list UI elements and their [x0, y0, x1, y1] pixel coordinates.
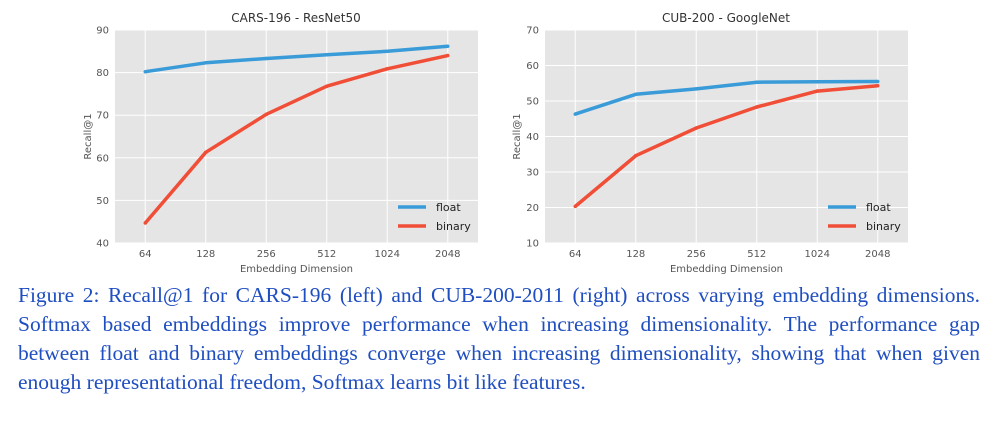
y-tick-label: 40: [526, 132, 539, 143]
data-point-float: [204, 61, 208, 65]
legend-label-float: float: [866, 201, 891, 214]
x-tick-label: 256: [687, 249, 706, 260]
data-point-float: [634, 92, 638, 97]
data-point-float: [755, 80, 759, 84]
series-line-binary: [143, 53, 449, 225]
data-point-binary: [264, 112, 268, 117]
y-tick-label: 90: [96, 26, 109, 37]
data-point-binary: [325, 84, 329, 88]
series-line-binary: [574, 83, 878, 208]
x-tick-label: 1024: [375, 249, 400, 260]
data-point-binary: [755, 105, 759, 109]
legend-label-binary: binary: [436, 220, 471, 233]
x-tick-label: 64: [569, 249, 582, 260]
x-tick-label: 1024: [805, 249, 830, 260]
y-tick-label: 30: [526, 168, 539, 179]
y-tick-label: 50: [96, 196, 109, 207]
series-line-float: [574, 79, 878, 116]
data-point-binary: [634, 153, 638, 158]
data-point-float: [143, 69, 147, 74]
x-axis-label: Embedding Dimension: [240, 264, 353, 275]
y-tick-label: 60: [526, 61, 539, 72]
x-tick-label: 64: [139, 249, 152, 260]
x-tick-label: 128: [196, 249, 215, 260]
data-point-float: [694, 87, 698, 91]
x-axis-label: Embedding Dimension: [670, 264, 783, 275]
y-axis-label: Recall@1: [512, 113, 523, 159]
y-tick-label: 60: [96, 153, 109, 164]
data-point-float: [815, 80, 819, 84]
chart-title: CUB-200 - GoogleNet: [662, 11, 790, 25]
x-tick-label: 128: [626, 249, 645, 260]
y-tick-label: 20: [526, 203, 539, 214]
x-tick-label: 2048: [865, 249, 890, 260]
x-tick-label: 2048: [435, 249, 460, 260]
data-point-binary: [446, 53, 450, 58]
data-point-binary: [204, 150, 208, 155]
x-tick-label: 512: [747, 249, 766, 260]
y-axis-label: Recall@1: [83, 113, 94, 159]
legend-label-binary: binary: [866, 220, 901, 233]
y-tick-label: 10: [526, 239, 539, 250]
data-point-float: [385, 49, 389, 54]
series-line-float: [145, 44, 448, 74]
chart-title: CARS-196 - ResNet50: [231, 11, 361, 25]
y-tick-label: 50: [526, 97, 539, 108]
chart-2: 10 20 30 40 50 60 70 64 128 256 512 1024 2048 CUB-200…: [512, 11, 908, 275]
data-point-float: [325, 52, 329, 57]
x-tick-label: 256: [257, 249, 276, 260]
data-point-binary: [573, 204, 577, 209]
y-tick-label: 70: [96, 111, 109, 122]
y-tick-label: 80: [96, 68, 109, 79]
legend-label-float: float: [436, 201, 461, 214]
data-point-binary: [143, 221, 147, 225]
data-point-binary: [694, 126, 698, 130]
y-tick-label: 40: [96, 239, 109, 250]
data-point-float: [876, 79, 880, 84]
y-tick-label: 70: [526, 26, 539, 37]
data-point-binary: [815, 89, 819, 93]
x-tick-label: 512: [317, 249, 336, 260]
data-point-binary: [876, 83, 880, 88]
data-point-float: [264, 56, 268, 61]
chart-1: 40 50 60 70 80 90 64 128 256 512 1024 2048 CARS-196 …: [83, 11, 478, 275]
figure-charts: 40 50 60 70 80 90 64 128 256 512 1024 2048 CARS-196 …: [83, 11, 908, 275]
data-point-float: [573, 112, 577, 116]
figure-caption: Figure 2: Recall@1 for CARS-196 (left) a…: [18, 283, 980, 394]
data-point-float: [446, 44, 450, 48]
data-point-binary: [385, 67, 389, 71]
